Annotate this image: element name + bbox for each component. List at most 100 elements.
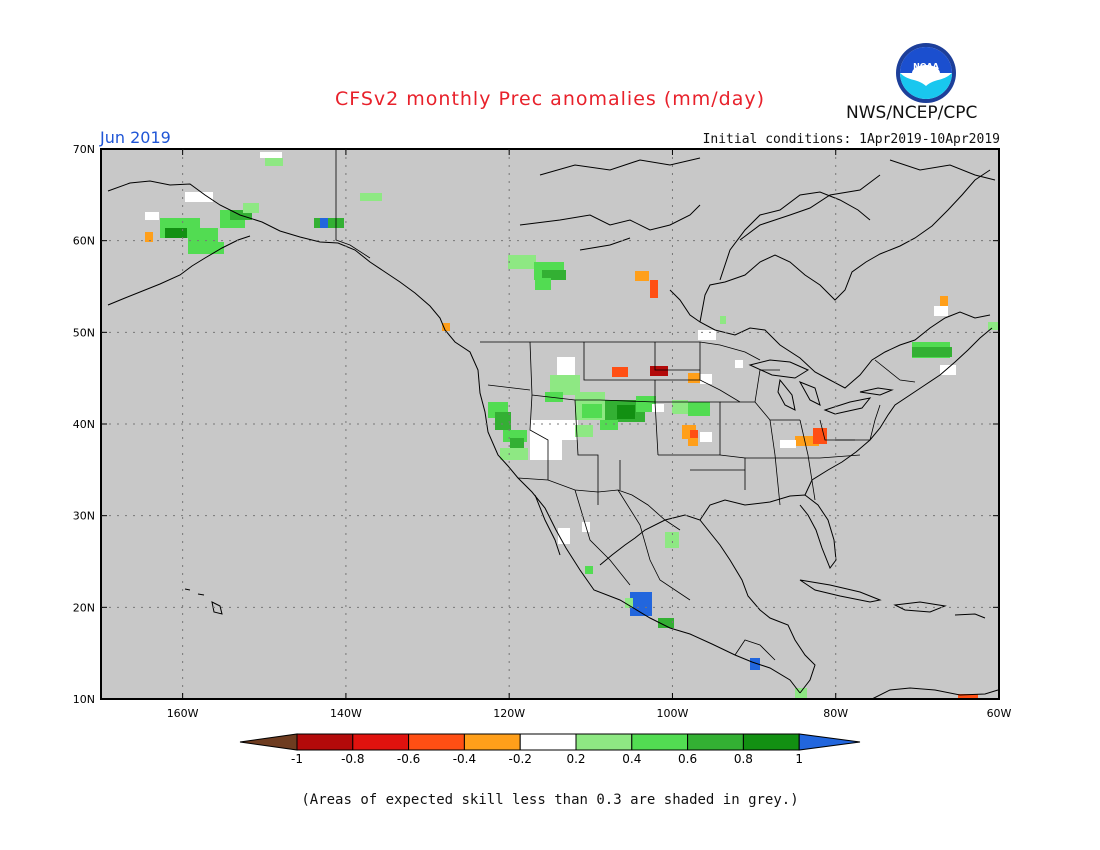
anomaly-cell <box>658 618 674 628</box>
anomaly-cell <box>600 420 618 430</box>
legend-tick-label: 0.2 <box>566 752 585 766</box>
anomaly-cell <box>650 280 658 298</box>
lat-label: 60N <box>73 235 95 248</box>
lat-label: 70N <box>73 143 95 156</box>
legend-tick-label: -0.4 <box>453 752 476 766</box>
anomaly-cell <box>958 694 978 698</box>
anomaly-cell <box>314 218 344 228</box>
anomaly-cell <box>575 425 593 437</box>
anomaly-cell <box>243 203 259 213</box>
anomaly-cell <box>535 278 551 290</box>
anomaly-cell <box>550 375 580 395</box>
anomaly-cell <box>320 218 328 228</box>
legend-tick-labels: -1 -0.8 -0.6 -0.4 -0.2 0.2 0.4 0.6 0.8 1 <box>291 752 803 766</box>
anomaly-cell <box>617 405 635 419</box>
anomaly-cell <box>260 152 282 158</box>
anomaly-cell <box>750 658 760 670</box>
lon-label: 160W <box>167 707 199 720</box>
anomaly-cell <box>735 360 743 368</box>
legend-swatch <box>631 733 689 751</box>
anomaly-cell <box>442 323 450 331</box>
lat-label: 40N <box>73 418 95 431</box>
anomaly-cell <box>612 367 628 377</box>
color-legend <box>239 733 861 751</box>
anomaly-cell <box>795 436 819 446</box>
lon-label: 60W <box>987 707 1012 720</box>
legend-tick-label: -0.6 <box>397 752 420 766</box>
anomaly-cell <box>585 566 593 574</box>
anomaly-cell <box>940 296 948 306</box>
skill-footnote: (Areas of expected skill less than 0.3 a… <box>301 792 799 808</box>
lat-label: 50N <box>73 326 95 339</box>
legend-swatch <box>742 733 800 751</box>
anomaly-cell <box>582 404 602 418</box>
anomaly-cells <box>145 152 998 698</box>
anomaly-cell <box>700 432 712 442</box>
anomaly-cell <box>165 228 187 238</box>
anomaly-cell <box>145 232 153 242</box>
legend-tick-label: 0.8 <box>734 752 753 766</box>
anomaly-cell <box>988 322 998 330</box>
legend-swatch <box>575 733 633 751</box>
legend-swatch <box>463 733 521 751</box>
anomaly-cell <box>700 374 712 384</box>
anomaly-cell <box>652 404 664 412</box>
lat-label: 20N <box>73 601 95 614</box>
anomaly-cell <box>690 430 698 444</box>
lon-label: 140W <box>330 707 362 720</box>
legend-tick-label: -0.8 <box>341 752 364 766</box>
noaa-logo-text: NOAA <box>913 62 939 71</box>
anomaly-cell <box>510 438 524 448</box>
legend-swatch <box>408 733 465 751</box>
legend-swatch <box>687 733 744 751</box>
anomaly-cell <box>940 365 956 375</box>
legend-tick-label: -0.2 <box>508 752 531 766</box>
anomaly-cell <box>635 271 649 281</box>
anomaly-cell <box>557 357 575 375</box>
coastlines <box>107 157 999 700</box>
anomaly-cell <box>200 242 224 254</box>
forecast-month: Jun 2019 <box>100 128 171 147</box>
legend-swatch <box>352 733 410 751</box>
anomaly-cell <box>495 412 511 430</box>
anomaly-cell <box>795 688 807 698</box>
anomaly-cell <box>672 400 688 414</box>
anomaly-cell <box>500 448 528 460</box>
lat-label: 10N <box>73 693 95 706</box>
anomaly-cell <box>185 192 213 202</box>
anomaly-cell <box>780 440 796 448</box>
chart-title: CFSv2 monthly Prec anomalies (mm/day) <box>334 88 766 110</box>
anomaly-cell <box>636 396 656 412</box>
anomaly-cell <box>265 158 283 166</box>
anomaly-cell <box>625 598 633 608</box>
anomaly-cell <box>145 212 159 220</box>
anomaly-cell <box>688 402 710 416</box>
legend-swatch <box>519 733 577 751</box>
anomaly-cell <box>360 193 382 201</box>
lon-label: 100W <box>657 707 689 720</box>
legend-tick-label: 0.6 <box>678 752 697 766</box>
anomaly-cell <box>688 373 700 383</box>
anomaly-cell <box>550 420 578 440</box>
lon-label: 120W <box>493 707 525 720</box>
anomaly-cell <box>630 592 652 616</box>
anomaly-cell <box>688 438 698 446</box>
anomaly-cell <box>508 255 536 269</box>
lon-axis-labels: 160W 140W 120W 100W 80W 60W <box>167 707 1012 720</box>
anomaly-cell <box>912 347 952 357</box>
anomaly-cell <box>665 532 679 548</box>
anomaly-cell <box>650 366 668 376</box>
legend-arrow-left <box>239 733 298 751</box>
legend-arrow-right <box>798 733 861 751</box>
anomaly-cell <box>934 306 948 316</box>
anomaly-cell <box>542 270 566 280</box>
agency-label: NWS/NCEP/CPC <box>846 103 978 123</box>
axis-ticks <box>101 148 1000 700</box>
political-borders <box>335 150 916 661</box>
anomaly-cell <box>720 316 726 324</box>
graticule <box>101 149 999 699</box>
legend-tick-label: 1 <box>795 752 803 766</box>
initial-conditions: Initial conditions: 1Apr2019-10Apr2019 <box>702 132 1000 147</box>
lat-label: 30N <box>73 510 95 523</box>
